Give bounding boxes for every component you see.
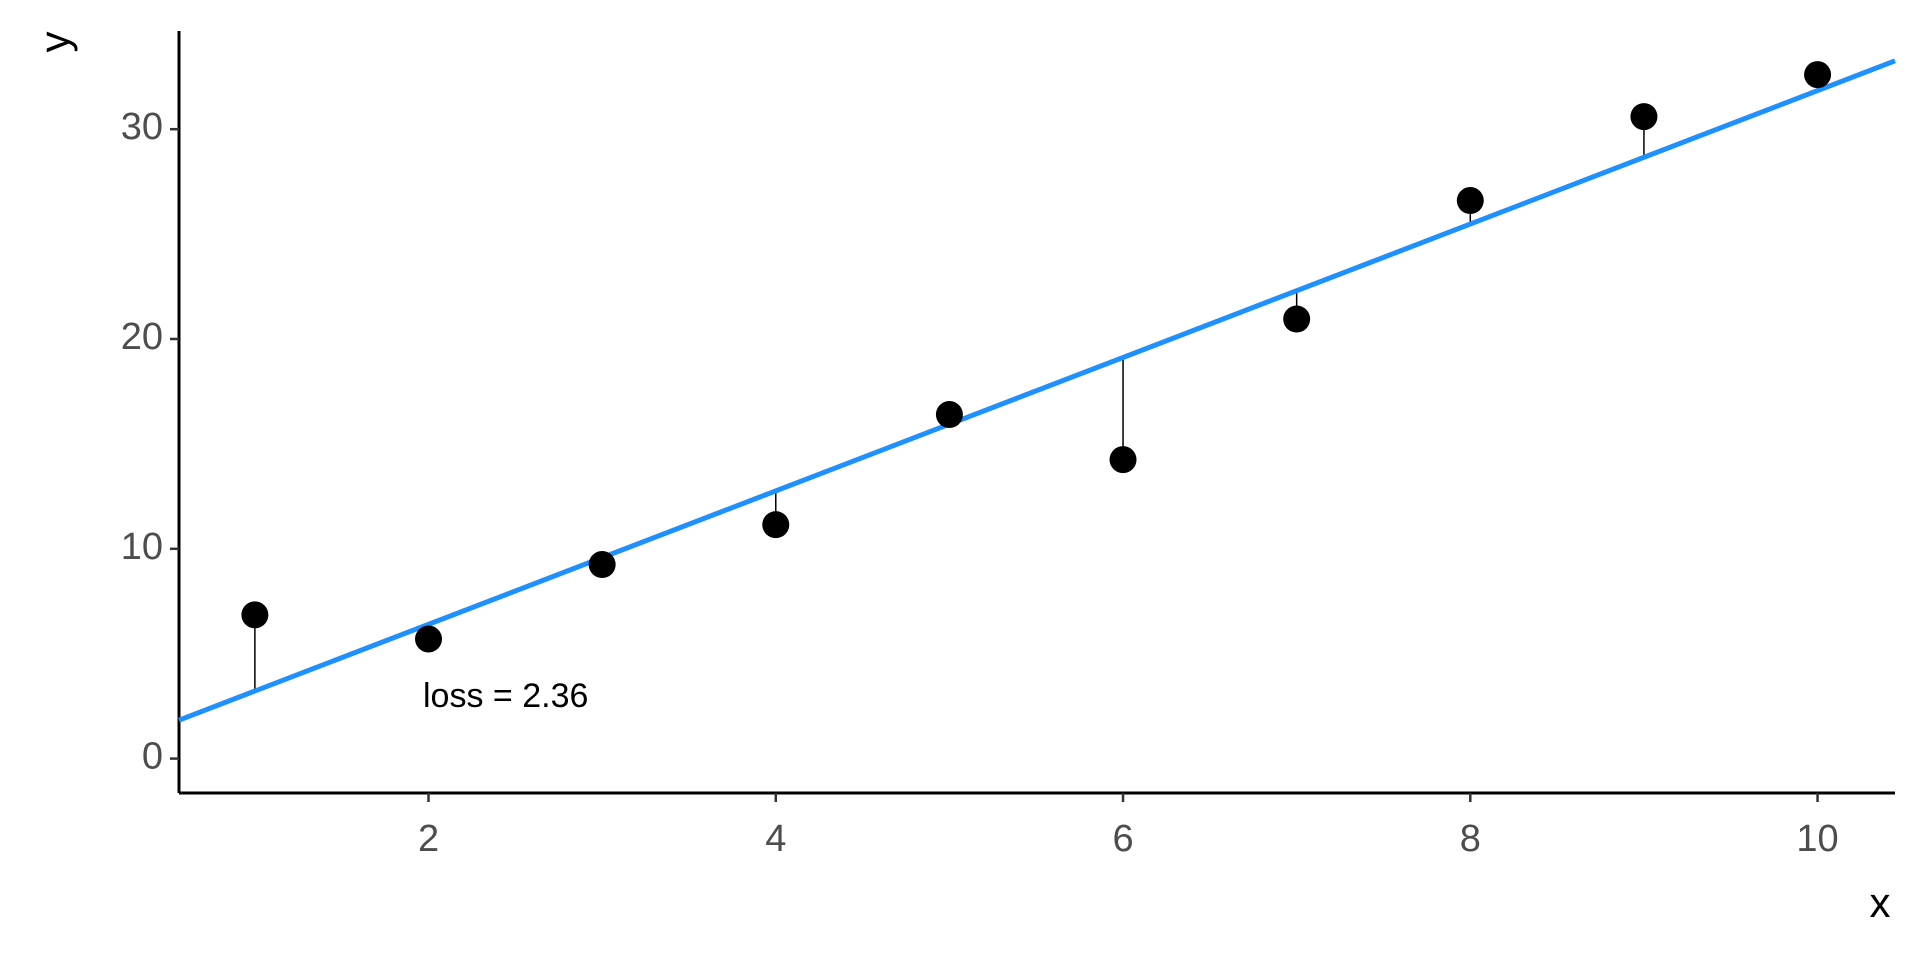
y-tick-label: 30	[121, 106, 163, 148]
annotation: loss = 2.36	[423, 677, 588, 715]
point	[762, 511, 790, 539]
x-tick-label: 8	[1460, 818, 1481, 860]
x-tick-label: 4	[765, 818, 786, 860]
point	[1804, 61, 1832, 89]
x-tick-label: 10	[1796, 818, 1838, 860]
y-tick-label: 0	[142, 736, 163, 778]
y-tick-label: 20	[121, 316, 163, 358]
point	[1109, 446, 1137, 474]
point	[935, 401, 963, 429]
point	[1283, 305, 1311, 333]
y-axis-title: y	[31, 32, 78, 53]
point	[415, 625, 443, 653]
point	[588, 551, 616, 579]
x-tick-label: 6	[1112, 818, 1133, 860]
y-tick-label: 10	[121, 526, 163, 568]
x-tick-label: 2	[418, 818, 439, 860]
point	[1630, 103, 1658, 131]
x-axis-title: x	[1870, 879, 1891, 926]
fit-line	[178, 58, 1896, 723]
point	[1456, 187, 1484, 215]
point	[241, 601, 269, 629]
